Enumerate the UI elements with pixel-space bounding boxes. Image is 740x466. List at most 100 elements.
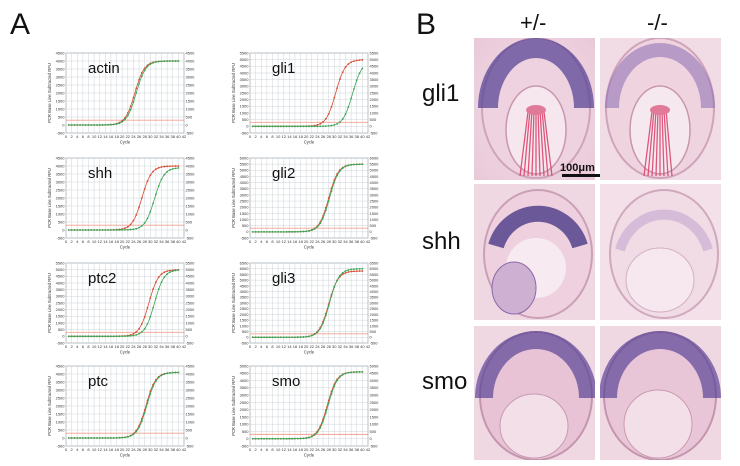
- x-tick-label: 14: [287, 447, 292, 452]
- y2-tick-label: 3000: [370, 392, 380, 397]
- data-point-green: [361, 163, 364, 166]
- data-point-green: [177, 269, 180, 272]
- data-point-red: [327, 112, 330, 115]
- data-point-green: [73, 335, 76, 338]
- y2-tick-label: -500: [370, 130, 379, 135]
- data-point-green: [319, 327, 322, 330]
- series-line-green: [68, 372, 179, 439]
- x-tick-label: 24: [131, 239, 136, 244]
- data-point-green: [177, 371, 180, 374]
- data-point-green: [140, 331, 143, 333]
- y-tick-label: 3000: [240, 84, 250, 89]
- data-point-green: [353, 87, 355, 90]
- data-point-red: [132, 96, 135, 99]
- x-tick-label: 26: [321, 344, 326, 349]
- data-point-green: [76, 437, 79, 439]
- y-tick-label: 3500: [240, 186, 250, 191]
- scale-bar-label: 100μm: [560, 162, 595, 174]
- data-point-green: [93, 229, 95, 231]
- data-point-green: [146, 402, 149, 405]
- y2-tick-label: 4000: [370, 180, 380, 185]
- series-line-green: [252, 163, 363, 233]
- data-point-red: [146, 180, 149, 182]
- data-point-green: [149, 210, 152, 213]
- data-point-green: [324, 125, 327, 127]
- data-point-green: [282, 336, 285, 339]
- data-point-green: [70, 335, 73, 338]
- data-point-red: [358, 59, 361, 62]
- x-tick-label: 32: [338, 344, 343, 349]
- x-tick-label: 20: [304, 239, 309, 244]
- y2-tick-label: 500: [186, 427, 193, 432]
- y2-tick-label: 3000: [186, 294, 196, 299]
- x-tick-label: 12: [281, 344, 286, 349]
- y-tick-label: 3000: [240, 192, 250, 197]
- data-point-green: [327, 402, 330, 405]
- data-point-green: [135, 334, 138, 336]
- x-tick-label: 16: [293, 239, 298, 244]
- plot-area: [249, 157, 369, 239]
- data-point-green: [277, 437, 279, 440]
- gene-title: ptc2: [88, 270, 116, 287]
- data-point-green: [347, 269, 350, 271]
- x-tick-label: 28: [142, 134, 147, 139]
- data-point-red: [126, 225, 129, 228]
- qpcr-plot-smo: 5000 4500 4000 3500 3000 2500 2000 1500 1000 500 0…: [228, 358, 388, 466]
- section-shh-het: [474, 184, 595, 320]
- gene-title: gli2: [272, 165, 295, 182]
- data-point-green: [294, 336, 296, 339]
- y-axis-label: PCR Base Line Subtracted RFU: [231, 63, 236, 123]
- data-point-green: [132, 334, 135, 337]
- y-tick-label: 1000: [240, 110, 250, 115]
- data-point-green: [274, 336, 277, 339]
- y-tick-label: -500: [240, 443, 249, 448]
- scale-bar: 100μm: [560, 162, 600, 177]
- x-tick-label: 10: [276, 239, 281, 244]
- y2-tick-label: 4500: [370, 64, 380, 69]
- x-tick-label: 30: [148, 344, 153, 349]
- x-tick-label: 6: [266, 239, 269, 244]
- data-point-green: [135, 92, 138, 94]
- gene-title: smo: [272, 373, 300, 390]
- x-tick-label: 4: [76, 447, 79, 452]
- x-tick-label: 20: [304, 344, 309, 349]
- data-point-green: [260, 125, 263, 128]
- data-point-green: [282, 437, 285, 440]
- data-point-green: [166, 372, 169, 375]
- data-point-green: [294, 437, 296, 440]
- data-point-red: [132, 332, 135, 335]
- y-tick-label: 4500: [56, 50, 66, 55]
- x-tick-label: 12: [97, 134, 102, 139]
- data-point-green: [104, 437, 107, 439]
- x-tick-label: 20: [120, 134, 125, 139]
- data-point-green: [143, 327, 146, 330]
- data-point-green: [330, 295, 333, 297]
- data-point-green: [169, 169, 171, 171]
- y-tick-label: 1500: [240, 318, 250, 323]
- y2-tick-label: 0: [370, 335, 373, 340]
- data-point-green: [155, 61, 157, 63]
- data-point-green: [285, 125, 288, 128]
- y-tick-label: 4000: [56, 280, 66, 285]
- data-point-green: [341, 271, 344, 274]
- data-point-green: [305, 125, 308, 128]
- y2-tick-label: 2500: [370, 306, 380, 311]
- data-point-green: [344, 113, 347, 116]
- x-tick-label: 30: [332, 134, 337, 139]
- data-point-green: [350, 371, 353, 374]
- y2-tick-label: 4000: [370, 289, 380, 294]
- y2-tick-label: 3000: [370, 192, 380, 197]
- data-point-green: [171, 270, 174, 272]
- x-tick-label: 16: [109, 134, 114, 139]
- x-tick-label: 42: [366, 134, 371, 139]
- y-tick-label: 3500: [56, 171, 66, 176]
- y2-tick-label: 4500: [186, 274, 196, 279]
- x-tick-label: 42: [182, 239, 187, 244]
- y2-tick-label: 1500: [186, 314, 196, 319]
- y2-tick-label: 0: [186, 122, 189, 127]
- data-point-green: [355, 79, 358, 82]
- data-point-green: [280, 230, 282, 233]
- y2-tick-label: 2500: [186, 300, 196, 305]
- data-point-green: [146, 322, 149, 325]
- x-tick-label: 34: [159, 239, 164, 244]
